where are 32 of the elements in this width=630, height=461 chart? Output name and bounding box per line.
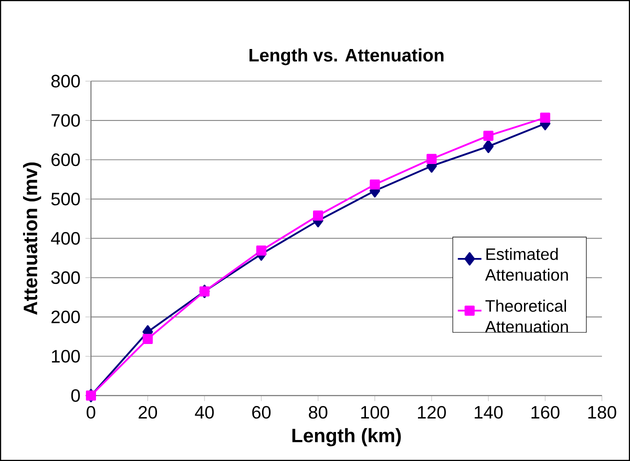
point: [142, 334, 153, 344]
point: [483, 140, 494, 154]
x-tick-label: 160: [532, 406, 560, 419]
legend-label: Theoretical Attenuation: [485, 300, 568, 333]
point: [313, 210, 324, 221]
y-tick-label: 0: [71, 389, 80, 402]
x-tick-label: 60: [252, 406, 271, 419]
y-tick-label: 700: [52, 114, 80, 127]
point: [370, 179, 380, 190]
x-tick-label: 0: [86, 406, 96, 419]
point: [256, 246, 266, 256]
y-tick-label: 400: [51, 232, 80, 245]
y-tick-label: 600: [52, 153, 80, 166]
x-tick-label: 100: [361, 406, 390, 419]
y-tick-label: 300: [51, 271, 80, 284]
x-axis-title: Length (km): [292, 428, 401, 446]
x-tick-label: 180: [588, 406, 616, 419]
y-axis-title: Attenuation (mv): [23, 162, 42, 315]
point: [426, 154, 437, 164]
y-tick-label: 200: [52, 310, 80, 324]
y-tick-label: 500: [51, 192, 80, 206]
x-tick-label: 80: [308, 406, 328, 419]
x-tick-label: 20: [138, 406, 158, 419]
point: [540, 112, 550, 123]
legend-label: Estimated Attenuation: [485, 248, 568, 281]
point: [483, 130, 494, 141]
y-tick-label: 100: [52, 350, 80, 363]
x-tick-label: 120: [418, 406, 446, 419]
x-tick-label: 40: [194, 406, 214, 419]
chart-title: Length vs. Attenuation: [250, 48, 444, 66]
y-tick-label: 800: [51, 74, 80, 88]
x-tick-label: 140: [474, 406, 503, 419]
